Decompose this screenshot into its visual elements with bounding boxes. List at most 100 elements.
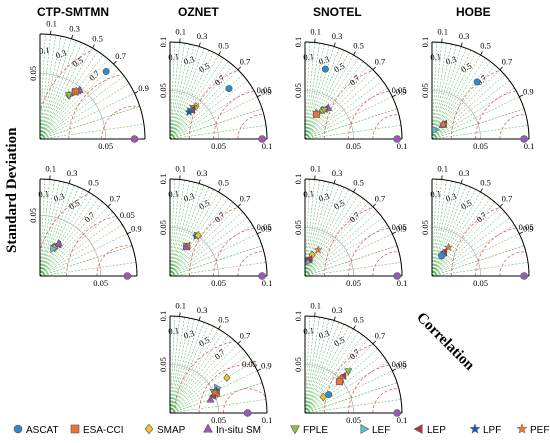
correlation-ray <box>431 179 438 277</box>
correlation-ray <box>169 191 219 277</box>
legend-item-lpf: LPF <box>469 423 501 436</box>
correlation-ray <box>304 49 345 140</box>
correlation-inner-label: 0.1 <box>430 188 442 199</box>
taylor-panel-r1c3: 0.1 0.30.50.70.90.1 0.30.50.70.050.050.10.… <box>293 26 407 151</box>
legend-item-fple: FPLE <box>290 425 328 436</box>
correlation-ray <box>304 96 393 140</box>
std-tick-label-x: 0.05 <box>98 141 113 151</box>
correlation-ray <box>431 65 496 140</box>
correlation-tick <box>460 42 463 47</box>
correlation-tick-label: 0.3 <box>459 168 470 178</box>
correlation-ray <box>431 125 529 140</box>
correlation-tick-label: 0.7 <box>240 331 251 341</box>
legend-marker-lef <box>360 424 370 434</box>
correlation-tick-label: 0.9 <box>396 360 407 370</box>
std-tick-label-x: 0.05 <box>473 278 488 288</box>
correlation-ray <box>304 65 369 140</box>
legend-item-lef: LEF <box>360 424 390 436</box>
correlation-tick <box>237 340 241 345</box>
correlation-ray <box>169 323 210 414</box>
correlation-tick-label: 0.1 <box>175 300 186 310</box>
correlation-ray <box>169 42 180 140</box>
correlation-ray <box>39 180 60 277</box>
correlation-tick-label: 0.3 <box>197 31 208 41</box>
correlation-tick-label: 0.5 <box>92 33 103 43</box>
correlation-ray <box>304 179 315 277</box>
rms-arc <box>237 114 264 139</box>
correlation-tick-label: 0.1 <box>45 163 56 173</box>
correlation-ray <box>431 183 462 277</box>
correlation-tick <box>107 203 111 208</box>
correlation-tick-label: 0.1 <box>437 163 448 173</box>
rms-arc <box>372 251 399 276</box>
correlation-tick <box>113 60 117 65</box>
outer-arc <box>169 315 268 414</box>
correlation-ray <box>304 320 335 414</box>
correlation-tick-label: 0.5 <box>218 177 229 187</box>
correlation-tick <box>257 94 262 98</box>
correlation-ray <box>169 206 239 277</box>
correlation-tick <box>127 231 132 235</box>
correlation-tick-label: 0.9 <box>261 223 272 233</box>
correlation-inner-label: 0.1 <box>168 188 180 199</box>
std-tick-label-y: 0.1 <box>158 174 168 185</box>
data-point-pef <box>71 85 81 95</box>
std-tick-label-x: 0.05 <box>346 415 361 425</box>
correlation-ray <box>169 65 234 140</box>
std-tick-label-y: 0.05 <box>293 357 303 372</box>
rms-arc <box>348 227 389 277</box>
correlation-inner-label: 0.3 <box>444 54 457 67</box>
correlation-ray <box>431 211 505 277</box>
correlation-ray <box>169 179 176 277</box>
std-tick-label-x: 0.05 <box>211 141 226 151</box>
correlation-ray <box>39 224 123 277</box>
legend-marker-smap <box>144 423 154 435</box>
correlation-ray <box>431 69 501 140</box>
correlation-ray <box>39 262 137 277</box>
correlation-ray <box>304 316 311 414</box>
rms-arc <box>198 364 253 413</box>
legend-item-in-situ-sm: In-situ SM <box>203 423 261 436</box>
data-point-smap <box>223 373 231 383</box>
std-tick-label-x: 0.1 <box>262 415 273 425</box>
correlation-ray <box>304 335 364 414</box>
correlation-ray <box>169 339 234 414</box>
correlation-ray <box>304 42 315 140</box>
taylor-panel-r2c3: 0.1 0.30.50.70.90.1 0.30.50.70.050.050.10.… <box>293 163 407 288</box>
correlation-ray <box>169 319 195 414</box>
correlation-ray <box>169 180 190 277</box>
correlation-inner-label: 0.5 <box>332 198 346 212</box>
reference-point <box>130 135 139 143</box>
outer-arc <box>304 178 403 277</box>
correlation-tick <box>218 51 221 56</box>
correlation-label: Correlation <box>413 310 478 375</box>
correlation-ray <box>169 211 243 277</box>
correlation-ray <box>304 48 340 140</box>
reference-point <box>520 135 528 143</box>
correlation-ray <box>431 54 481 140</box>
correlation-ray <box>169 186 210 277</box>
rms-tick-label: 0.05 <box>257 222 272 232</box>
legend-item-ascat: ASCAT <box>13 424 59 436</box>
std-arc <box>169 227 219 277</box>
correlation-tick-label: 0.7 <box>502 194 513 204</box>
correlation-ray <box>169 54 219 140</box>
correlation-ray <box>39 202 104 277</box>
legend-label: LEF <box>372 425 390 436</box>
data-point-ascat <box>321 65 329 73</box>
correlation-ray <box>304 183 335 277</box>
correlation-ray <box>304 198 364 277</box>
correlation-ray <box>431 48 467 140</box>
taylor-panel-r1c2: 0.1 0.30.50.70.90.1 0.30.50.70.050.050.10.… <box>158 26 272 151</box>
legend-marker-esa-cci <box>70 424 80 434</box>
reference-point <box>393 409 401 417</box>
correlation-ray <box>169 189 214 277</box>
legend-label: In-situ SM <box>216 425 261 436</box>
correlation-ray <box>169 49 210 140</box>
correlation-ray <box>39 63 114 140</box>
data-point-pef <box>438 119 448 129</box>
correlation-tick-label: 0.9 <box>131 223 142 233</box>
rms-arc <box>213 227 254 277</box>
correlation-tick-label: 0.5 <box>480 177 491 187</box>
data-point-pef <box>443 242 453 252</box>
